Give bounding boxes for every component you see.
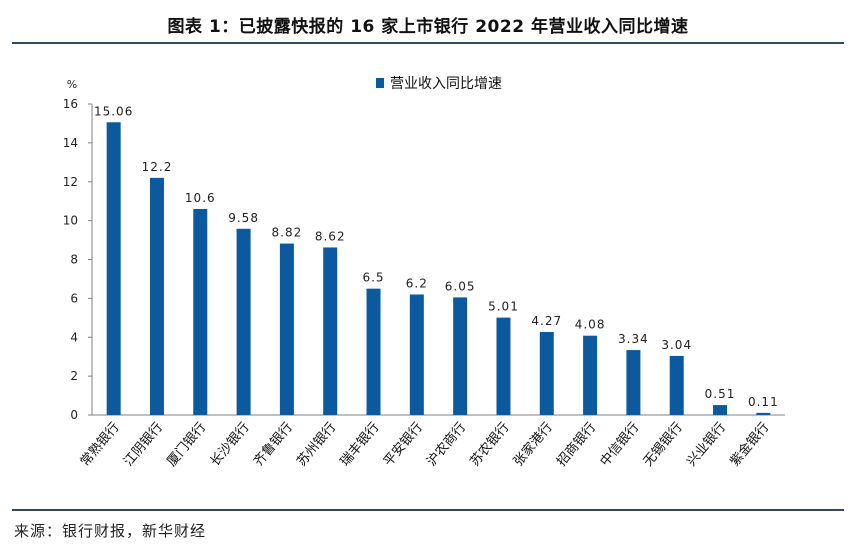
bar <box>106 122 121 416</box>
y-tick-label: 16 <box>63 97 78 111</box>
source-note: 来源：银行财报，新华财经 <box>14 522 207 540</box>
bar <box>583 335 598 415</box>
x-tick-label: 厦门银行 <box>164 420 209 469</box>
x-tick-label: 苏州银行 <box>294 419 340 469</box>
data-label: 4.08 <box>575 318 606 332</box>
y-tick-label: 0 <box>70 408 78 422</box>
data-label: 3.34 <box>618 332 649 346</box>
x-tick-label: 兴业银行 <box>684 420 729 469</box>
x-tick-label: 无锡银行 <box>641 420 686 469</box>
data-label: 5.01 <box>488 300 519 314</box>
x-tick-label: 张家港行 <box>510 419 556 469</box>
bar <box>626 350 641 415</box>
x-tick-label: 中信银行 <box>598 420 643 469</box>
y-tick-label: 6 <box>70 291 78 305</box>
x-tick-label: 招商银行 <box>554 420 599 469</box>
data-label: 12.2 <box>142 160 173 174</box>
data-label: 6.5 <box>362 271 384 285</box>
x-tick-label: 紫金银行 <box>727 419 773 469</box>
data-label: 6.2 <box>406 276 428 290</box>
y-tick-label: 14 <box>63 136 78 150</box>
x-tick-label: 常熟银行 <box>77 419 123 469</box>
bar <box>149 177 164 415</box>
y-tick-label: 2 <box>70 369 78 383</box>
legend-swatch <box>376 78 384 88</box>
data-label: 3.04 <box>661 338 692 352</box>
x-tick-label: 沪农商行 <box>424 419 470 469</box>
title-divider <box>12 42 844 44</box>
x-tick-label: 苏农银行 <box>467 419 513 469</box>
data-label: 8.82 <box>272 226 303 240</box>
y-tick-label: 8 <box>70 253 78 267</box>
bar <box>409 294 424 415</box>
data-label: 8.62 <box>315 229 346 243</box>
data-label: 4.27 <box>531 314 562 328</box>
y-tick-label: 10 <box>63 214 78 228</box>
x-tick-label: 瑞丰银行 <box>338 420 383 469</box>
data-label: 15.06 <box>94 104 133 118</box>
legend-label: 营业收入同比增速 <box>390 76 502 92</box>
bar <box>756 412 771 415</box>
bar <box>453 297 468 415</box>
data-label: 6.05 <box>445 279 476 293</box>
footer-divider <box>12 509 844 511</box>
y-axis-unit: % <box>67 78 77 91</box>
data-label: 0.51 <box>705 387 736 401</box>
y-tick-label: 4 <box>70 330 78 344</box>
x-tick-label: 长沙银行 <box>208 420 253 469</box>
bar <box>323 247 338 415</box>
y-tick-label: 12 <box>63 175 78 189</box>
bar <box>279 243 294 415</box>
x-tick-label: 平安银行 <box>381 420 426 469</box>
data-label: 9.58 <box>228 211 259 225</box>
bar <box>496 317 511 415</box>
data-label: 10.6 <box>185 191 216 205</box>
bar <box>713 405 728 415</box>
x-tick-label: 齐鲁银行 <box>250 419 296 469</box>
bar <box>669 355 684 415</box>
bar <box>539 332 554 415</box>
page-title: 图表 1：已披露快报的 16 家上市银行 2022 年营业收入同比增速 <box>167 17 689 37</box>
data-label: 0.11 <box>748 395 779 409</box>
x-tick-label: 江阴银行 <box>121 420 166 469</box>
bar <box>366 288 381 415</box>
bar <box>236 228 251 415</box>
bar <box>193 208 208 415</box>
